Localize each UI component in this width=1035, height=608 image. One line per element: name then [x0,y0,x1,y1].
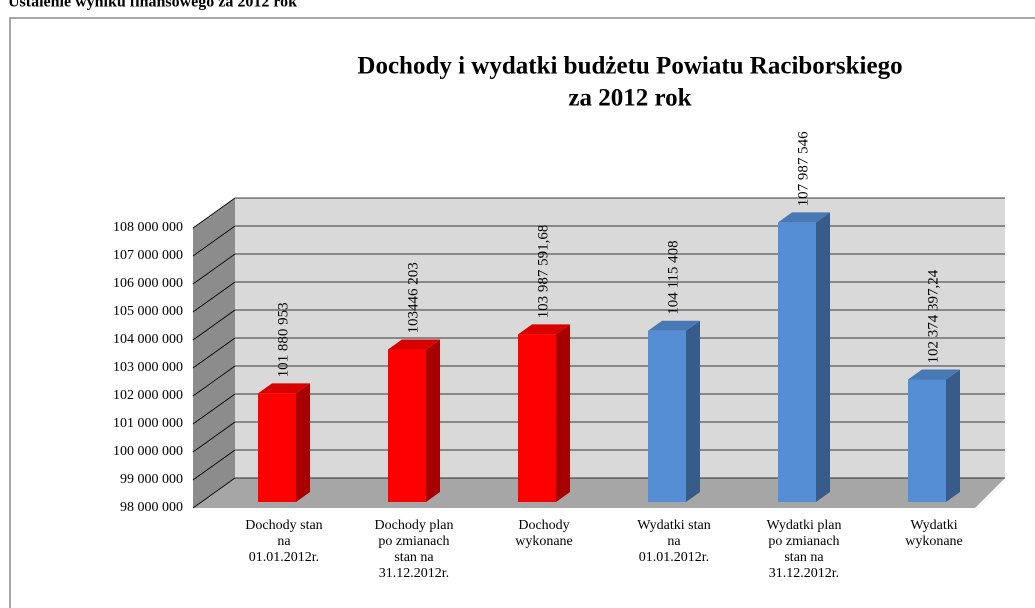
chart-title: Dochody i wydatki budżetu Powiatu Racibo… [357,53,902,80]
grid-line-side [192,309,236,341]
x-tick-label: Dochody plan po zmianach stan na 31.12.2… [374,518,454,581]
bar [908,369,960,502]
bar-top [648,320,700,331]
y-tick-label: 105 000 000 [113,304,183,319]
bar [388,339,440,502]
bar [778,212,830,503]
bar-side [946,369,960,502]
y-tick-label: 107 000 000 [113,248,183,263]
value-label: 103446 203 [405,262,421,333]
y-tick-label: 102 000 000 [113,388,183,403]
grid-line-side [192,225,236,257]
y-tick-label: 101 000 000 [113,416,183,431]
chart-subtitle: za 2012 rok [568,85,691,112]
grid-line-side [192,477,236,509]
grid-line-side [192,393,236,425]
value-label: 107 987 546 [795,131,811,207]
value-label: 103 987 591,68 [535,225,551,319]
value-label: 102 374 397,24 [925,269,941,363]
bar-front [258,393,296,502]
bar-front [778,222,816,503]
x-tick-label: Dochody stan na 01.01.2012r. [245,518,323,565]
y-tick-label: 100 000 000 [113,444,183,459]
y-tick-label: 98 000 000 [120,500,183,515]
bar-side [296,383,310,502]
x-tick-label: Wydatki plan po zmianach stan na 31.12.2… [766,518,842,581]
bar-top [908,369,960,380]
bar-side [686,320,700,502]
grid-line-side [192,337,236,369]
grid-line-side [192,197,236,229]
grid-line-side [192,421,236,453]
y-tick-label: 103 000 000 [113,360,183,375]
grid-line-side [192,253,236,285]
bar [518,324,570,502]
bar-side [556,324,570,502]
grid-line-side [192,449,236,481]
bar-side [816,212,830,503]
bar-front [908,379,946,502]
bar-top [388,339,440,350]
bar-top [518,324,570,335]
bar [648,320,700,502]
y-tick-label: 104 000 000 [113,332,183,347]
bar-top [778,212,830,223]
x-tick-label: Wydatki wykonane [905,518,963,549]
heading: Ustalenie wyniku finansowego za 2012 rok [8,0,297,11]
bar-front [648,330,686,502]
x-tick-label: Dochody wykonane [515,518,573,549]
bar [258,383,310,502]
value-label: 104 115 408 [665,240,681,314]
grid-line-side [192,365,236,397]
y-tick-label: 108 000 000 [113,220,183,235]
value-label: 101 880 953 [275,302,291,377]
bar-top [258,383,310,394]
bar-front [518,334,556,502]
y-tick-label: 99 000 000 [120,472,183,487]
bar-side [426,339,440,502]
grid-line-side [192,281,236,313]
bar-front [388,349,426,502]
y-tick-label: 106 000 000 [113,276,183,291]
floor [193,478,1005,508]
frame [9,17,1035,608]
x-tick-label: Wydatki stan na 01.01.2012r. [637,518,711,565]
